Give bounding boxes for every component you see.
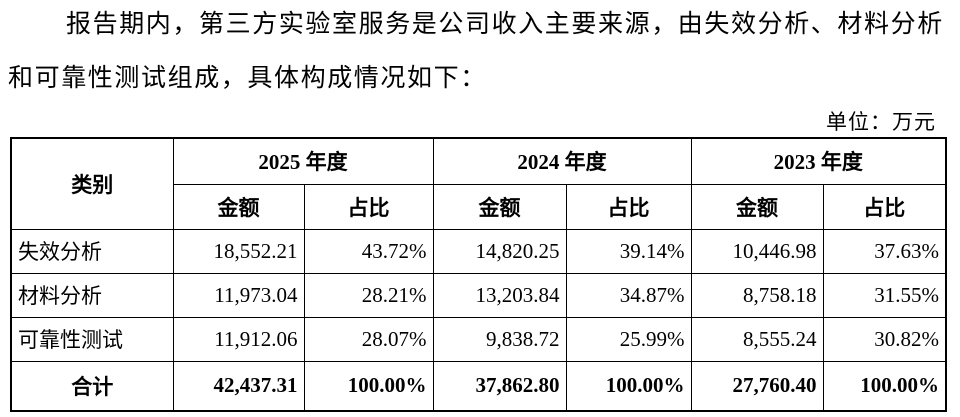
- table-cell: 100.00%: [303, 360, 434, 412]
- table-cell: 25.99%: [565, 316, 692, 362]
- table-cell: 30.82%: [822, 316, 947, 362]
- table-cell: 11,973.04: [172, 272, 305, 318]
- table-cell: 31.55%: [822, 272, 947, 318]
- header-row: 类别 2025 年度 2024 年度 2023 年度: [10, 137, 947, 230]
- paragraph-line: 报告期内，第三方实验室服务是公司收入主要来源，由失效分析、材料分析: [66, 11, 944, 38]
- table-cell: 13,203.84: [432, 272, 567, 318]
- header-cell: 占比: [565, 183, 692, 230]
- header-cell: 金额: [172, 183, 305, 230]
- table-cell: 100.00%: [565, 360, 692, 412]
- table-cell: 43.72%: [303, 228, 434, 274]
- table-cell: 材料分析: [10, 272, 174, 318]
- unit-label: 单位：万元: [826, 110, 936, 134]
- table-cell: 28.07%: [303, 316, 434, 362]
- header-cell: 金额: [432, 183, 567, 230]
- data-row: 材料分析 11,973.04 28.21% 13,203.84 34.87% 8,758.…: [10, 272, 947, 318]
- table-cell: 14,820.25: [432, 228, 567, 274]
- table-cell: 合计: [10, 360, 174, 412]
- table-cell: 8,555.24: [690, 316, 824, 362]
- table-cell: 39.14%: [565, 228, 692, 274]
- paragraph-line: 和可靠性测试组成，具体构成情况如下：: [8, 65, 487, 92]
- header-cell: 2024 年度: [432, 137, 692, 185]
- table-cell: 27,760.40: [690, 360, 824, 412]
- table-cell: 9,838.72: [432, 316, 567, 362]
- table-cell: 18,552.21: [172, 228, 305, 274]
- header-cell: 占比: [303, 183, 434, 230]
- table-cell: 失效分析: [10, 228, 174, 274]
- header-cell: 类别: [10, 137, 174, 230]
- header-cell: 2025 年度: [172, 137, 434, 185]
- table-cell: 100.00%: [822, 360, 947, 412]
- header-cell: 占比: [822, 183, 947, 230]
- table-cell: 34.87%: [565, 272, 692, 318]
- table-cell: 可靠性测试: [10, 316, 174, 362]
- total-row: 合计 42,437.31 100.00% 37,862.80 100.00% 27,760…: [10, 360, 947, 412]
- table-cell: 10,446.98: [690, 228, 824, 274]
- table-cell: 37.63%: [822, 228, 947, 274]
- data-row: 失效分析 18,552.21 43.72% 14,820.25 39.14% 10,446…: [10, 228, 947, 274]
- table-cell: 28.21%: [303, 272, 434, 318]
- data-row: 可靠性测试 11,912.06 28.07% 9,838.72 25.99% 8,555.…: [10, 316, 947, 362]
- table-cell: 8,758.18: [690, 272, 824, 318]
- table-cell: 37,862.80: [432, 360, 567, 412]
- table-cell: 42,437.31: [172, 360, 305, 412]
- header-cell: 金额: [690, 183, 824, 230]
- table-cell: 11,912.06: [172, 316, 305, 362]
- header-cell: 2023 年度: [690, 137, 947, 185]
- revenue-table: 类别 2025 年度 2024 年度 2023 年度 金额 占比 金额 占比 金额 占比 失效分析 1…: [10, 137, 947, 412]
